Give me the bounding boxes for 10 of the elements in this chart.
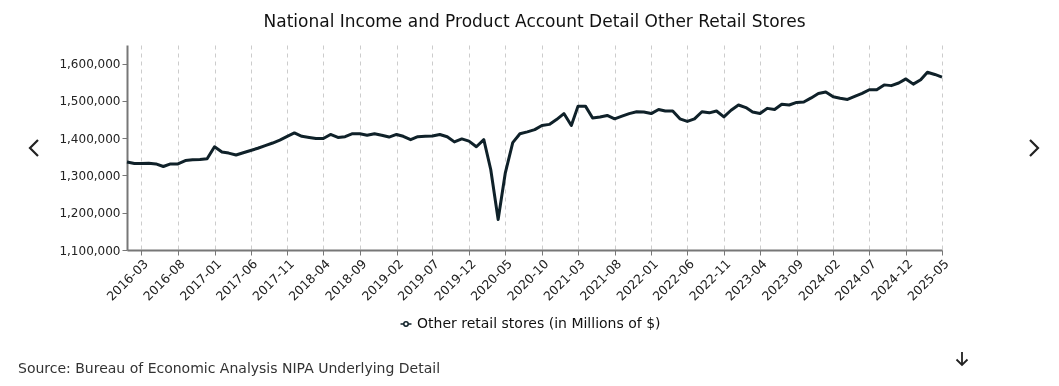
y-tick-label: 1,600,000 [59, 57, 121, 72]
source-note: Source: Bureau of Economic Analysis NIPA Underlying Detail [18, 360, 441, 376]
y-tick-label: 1,200,000 [59, 206, 121, 221]
legend-label: Other retail stores (in Millions of $) [417, 315, 661, 331]
line-series [125, 70, 944, 221]
y-tick-label: 1,100,000 [59, 243, 121, 258]
y-tick-label: 1,300,000 [59, 168, 121, 183]
chart-title: National Income and Product Account Detail Other Retail Stores [263, 11, 806, 31]
y-tick-label: 1,500,000 [59, 94, 121, 109]
y-tick-label: 1,400,000 [59, 131, 121, 146]
